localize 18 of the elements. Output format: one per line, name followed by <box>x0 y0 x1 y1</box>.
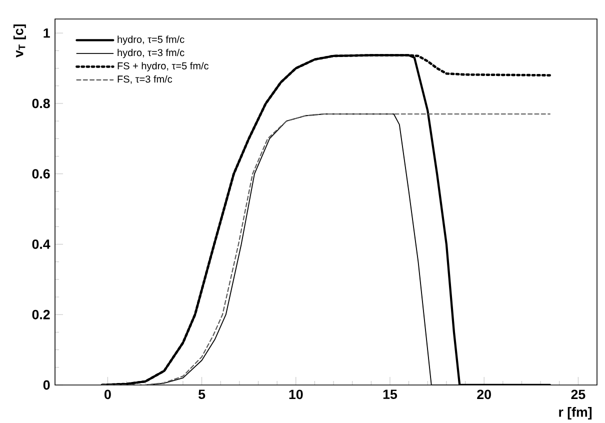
legend-label: FS + hydro, τ=5 fm/c <box>118 62 209 72</box>
legend-label: hydro, τ=5 fm/c <box>118 36 184 45</box>
x-tick-label: 10 <box>289 390 303 400</box>
y-tick-label: 0.8 <box>32 98 50 108</box>
x-tick-label: 5 <box>198 390 206 399</box>
legend-label: hydro, τ=3 fm/c <box>118 48 184 58</box>
y-axis-title: v$_{T}$ [c] <box>13 24 26 58</box>
y-tick-label: 0 <box>43 380 50 390</box>
y-tick-label: 1 <box>44 28 50 38</box>
x-tick-label: 20 <box>477 390 491 400</box>
x-tick-label: 0 <box>104 390 111 400</box>
legend-label: FS, τ=3 fm/c <box>118 75 172 84</box>
x-axis-title: r [fm] <box>559 407 592 420</box>
y-tick-label: 0.4 <box>32 240 50 249</box>
y-tick-label: 0.2 <box>32 310 50 320</box>
y-tick-label: 0.6 <box>32 169 50 179</box>
x-tick-label: 25 <box>571 390 586 400</box>
x-tick-label: 15 <box>383 390 398 399</box>
